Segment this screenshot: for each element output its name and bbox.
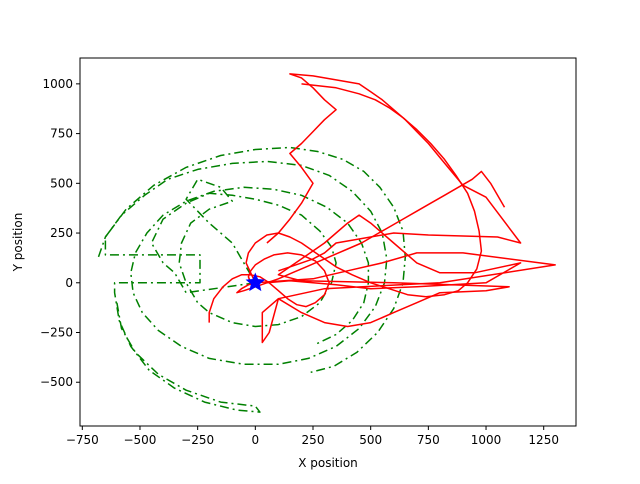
trajectory-line-2 — [97, 160, 388, 366]
x-tick-label: 750 — [417, 433, 440, 447]
x-tick-label: 0 — [252, 433, 260, 447]
x-tick-label: 500 — [359, 433, 382, 447]
trajectory-line-4 — [255, 214, 556, 344]
marker-layer — [245, 272, 266, 292]
y-tick-label: 1000 — [42, 77, 73, 91]
trajectory-line-8 — [208, 252, 330, 323]
y-tick-label: 500 — [50, 176, 73, 190]
y-axis-ticks: −500 −250 0 250 500 750 1000 — [40, 77, 80, 389]
x-axis-label: X position — [298, 456, 358, 470]
y-tick-label: −250 — [40, 326, 73, 340]
y-tick-label: 0 — [65, 276, 73, 290]
x-tick-label: −250 — [181, 433, 214, 447]
y-tick-label: −500 — [40, 375, 73, 389]
x-axis-ticks: −750 −500 −250 0 250 500 750 1000 1250 — [66, 426, 559, 447]
y-tick-label: 250 — [50, 226, 73, 240]
trajectory-line-1 — [150, 178, 337, 328]
x-tick-label: −750 — [66, 433, 99, 447]
y-axis-label: Y position — [11, 213, 25, 273]
x-tick-label: 1250 — [528, 433, 559, 447]
x-tick-label: −500 — [123, 433, 156, 447]
x-tick-label: 1000 — [471, 433, 502, 447]
start-star-marker — [245, 272, 266, 292]
trajectory-line-3 — [104, 146, 407, 413]
plot-area-frame — [79, 57, 577, 427]
x-tick-label: 250 — [302, 433, 325, 447]
trajectory-line-7 — [236, 170, 506, 294]
y-tick-label: 750 — [50, 127, 73, 141]
series-layer — [97, 73, 556, 413]
trajectory-line-6 — [245, 83, 483, 298]
